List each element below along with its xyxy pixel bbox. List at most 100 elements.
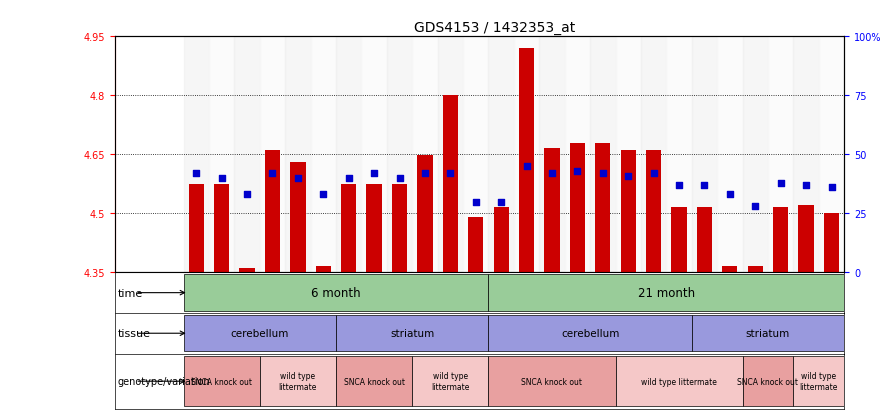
- Bar: [565, 37, 591, 273]
- Bar: [367, 184, 382, 273]
- Bar: [336, 356, 412, 406]
- Text: wild type littermate: wild type littermate: [641, 377, 717, 386]
- Bar: [667, 37, 692, 273]
- Text: time: time: [118, 288, 142, 298]
- Point: [723, 192, 737, 198]
- Bar: [493, 208, 509, 273]
- Point: [774, 180, 788, 187]
- Bar: [743, 37, 768, 273]
- Bar: [286, 37, 310, 273]
- Bar: [692, 37, 717, 273]
- Bar: [519, 49, 534, 273]
- Text: 21 month: 21 month: [637, 287, 695, 299]
- Bar: [641, 37, 667, 273]
- Bar: [336, 37, 362, 273]
- Bar: [489, 356, 615, 406]
- Point: [520, 164, 534, 170]
- Bar: [260, 37, 286, 273]
- Bar: [310, 37, 336, 273]
- Bar: [443, 96, 458, 273]
- Bar: [265, 151, 280, 273]
- Bar: [469, 218, 484, 273]
- Point: [748, 204, 762, 210]
- Bar: [316, 267, 331, 273]
- Point: [672, 182, 686, 189]
- Bar: [794, 37, 819, 273]
- Bar: [595, 143, 611, 273]
- Bar: [539, 37, 565, 273]
- Bar: [514, 37, 539, 273]
- Bar: [209, 37, 234, 273]
- Bar: [819, 37, 844, 273]
- Bar: [463, 37, 489, 273]
- Bar: [387, 37, 412, 273]
- Point: [316, 192, 331, 198]
- Bar: [646, 151, 661, 273]
- Point: [799, 182, 813, 189]
- Bar: [615, 356, 743, 406]
- Bar: [417, 156, 432, 273]
- Bar: [341, 184, 356, 273]
- Point: [291, 175, 305, 182]
- Text: SNCA knock out: SNCA knock out: [344, 377, 405, 386]
- Bar: [798, 206, 814, 273]
- Point: [392, 175, 407, 182]
- Bar: [260, 356, 336, 406]
- Point: [265, 171, 279, 177]
- Text: SNCA knock out: SNCA knock out: [737, 377, 798, 386]
- Bar: [184, 356, 260, 406]
- Bar: [188, 184, 204, 273]
- Bar: [768, 37, 794, 273]
- Bar: [362, 37, 387, 273]
- Bar: [615, 37, 641, 273]
- Bar: [412, 37, 438, 273]
- Bar: [591, 37, 615, 273]
- Text: 6 month: 6 month: [311, 287, 361, 299]
- Title: GDS4153 / 1432353_at: GDS4153 / 1432353_at: [414, 21, 575, 35]
- Bar: [438, 37, 463, 273]
- Text: striatum: striatum: [390, 328, 434, 338]
- Point: [570, 168, 584, 175]
- Bar: [621, 151, 636, 273]
- Point: [825, 185, 839, 191]
- Point: [494, 199, 508, 205]
- Bar: [184, 315, 336, 351]
- Bar: [489, 37, 514, 273]
- Bar: [392, 184, 408, 273]
- Bar: [336, 315, 489, 351]
- Point: [240, 192, 254, 198]
- Text: tissue: tissue: [118, 328, 150, 338]
- Bar: [717, 37, 743, 273]
- Bar: [824, 214, 839, 273]
- Point: [545, 171, 559, 177]
- Text: wild type
littermate: wild type littermate: [800, 372, 838, 391]
- Bar: [489, 275, 844, 311]
- Bar: [672, 208, 687, 273]
- Bar: [290, 163, 306, 273]
- Bar: [545, 149, 560, 273]
- Bar: [214, 184, 229, 273]
- Point: [697, 182, 712, 189]
- Bar: [692, 315, 844, 351]
- Text: SNCA knock out: SNCA knock out: [522, 377, 583, 386]
- Bar: [722, 267, 737, 273]
- Bar: [774, 208, 789, 273]
- Bar: [412, 356, 489, 406]
- Bar: [184, 37, 209, 273]
- Point: [443, 171, 457, 177]
- Text: cerebellum: cerebellum: [231, 328, 289, 338]
- Text: SNCA knock out: SNCA knock out: [191, 377, 252, 386]
- Point: [367, 171, 381, 177]
- Point: [596, 171, 610, 177]
- Bar: [489, 315, 692, 351]
- Bar: [743, 356, 794, 406]
- Bar: [234, 37, 260, 273]
- Text: genotype/variation: genotype/variation: [118, 376, 210, 386]
- Point: [469, 199, 483, 205]
- Bar: [748, 267, 763, 273]
- Bar: [794, 356, 844, 406]
- Point: [646, 171, 660, 177]
- Bar: [570, 143, 585, 273]
- Text: striatum: striatum: [746, 328, 790, 338]
- Text: wild type
littermate: wild type littermate: [431, 372, 469, 391]
